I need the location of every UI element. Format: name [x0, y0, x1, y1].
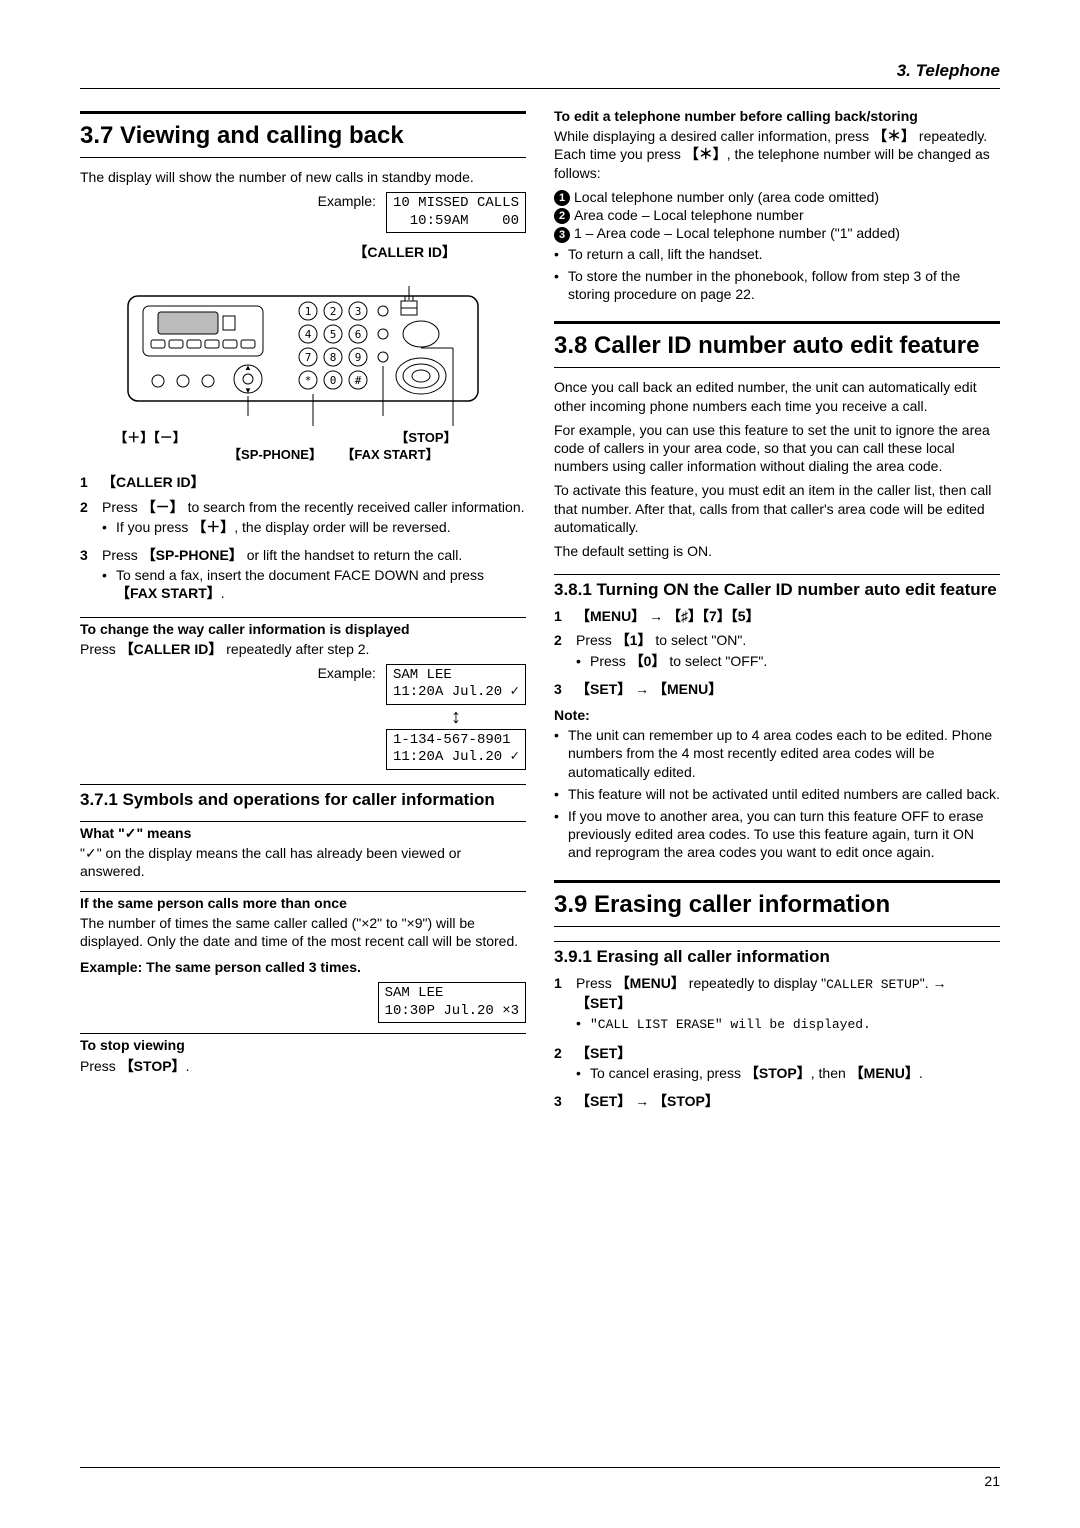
sec381-notes: The unit can remember up to 4 area codes…: [554, 726, 1000, 861]
what-check-heading: What "✓" means: [80, 821, 526, 842]
edit-bullet-2: To store the number in the phonebook, fo…: [554, 267, 1000, 303]
svg-text:8: 8: [330, 351, 337, 364]
rule: [554, 926, 1000, 927]
section-3-8-title: 3.8 Caller ID number auto edit feature: [554, 321, 1000, 361]
section-381-title: 3.8.1 Turning ON the Caller ID number au…: [554, 574, 1000, 601]
lcd-display-2b: 1-134-567-8901 11:20A Jul.20 ✓: [386, 729, 526, 770]
stop-viewing-text: Press 【STOP】.: [80, 1057, 526, 1075]
note-heading: Note:: [554, 706, 1000, 724]
label-faxstart: 【FAX START】: [330, 447, 450, 464]
lcd-display: 10 MISSED CALLS 10:59AM 00: [386, 192, 526, 233]
sec381-step2: 2 Press 【1】 to select "ON". Press 【0】 to…: [554, 631, 1000, 673]
note-1: The unit can remember up to 4 area codes…: [554, 726, 1000, 781]
note-3: If you move to another area, you can tur…: [554, 807, 1000, 862]
lcd-display-3: SAM LEE 10:30P Jul.20 ×3: [378, 982, 526, 1023]
sec391-step3: 3 【SET】 → 【STOP】: [554, 1092, 1000, 1110]
callerid-label: 【CALLER ID】: [353, 244, 456, 260]
sec391-steps: 1 Press 【MENU】 repeatedly to display "CA…: [554, 974, 1000, 1111]
same-caller-text: The number of times the same caller call…: [80, 914, 526, 950]
label-plusminus: 【＋】【－】: [90, 430, 210, 447]
sec38-p2: For example, you can use this feature to…: [554, 421, 1000, 476]
svg-text:7: 7: [305, 351, 312, 364]
edit-bullets: To return a call, lift the handset. To s…: [554, 245, 1000, 304]
content-columns: 3.7 Viewing and calling back The display…: [80, 107, 1000, 1116]
label-stop: 【STOP】: [376, 430, 476, 447]
svg-text:#: #: [355, 374, 362, 387]
svg-text:▼: ▼: [244, 386, 252, 395]
svg-text:1: 1: [305, 305, 312, 318]
change-display-heading: To change the way caller information is …: [80, 617, 526, 638]
step-1: 1 【CALLER ID】: [80, 473, 526, 491]
rule: [80, 157, 526, 158]
example-display-1: Example: 10 MISSED CALLS 10:59AM 00: [80, 192, 526, 233]
same-caller-heading: If the same person calls more than once: [80, 891, 526, 912]
note-2: This feature will not be activated until…: [554, 785, 1000, 803]
rule: [554, 367, 1000, 368]
page-number: 21: [80, 1467, 1000, 1490]
stop-viewing-heading: To stop viewing: [80, 1033, 526, 1054]
left-column: 3.7 Viewing and calling back The display…: [80, 107, 526, 1116]
edit-bullet-1: To return a call, lift the handset.: [554, 245, 1000, 263]
label-spphone: 【SP-PHONE】: [220, 447, 330, 464]
svg-text:0: 0: [330, 374, 337, 387]
section-3-9-title: 3.9 Erasing caller information: [554, 880, 1000, 920]
example-label: Example:: [318, 192, 376, 210]
example2-label: Example:: [318, 664, 376, 682]
phone-diagram: ▲ ▼ 1 2 3 4 5 6 7 8 9 * 0 #: [123, 276, 483, 426]
svg-text:▲: ▲: [244, 363, 252, 372]
example-display-3: SAM LEE 10:30P Jul.20 ×3: [80, 982, 526, 1023]
svg-text:5: 5: [330, 328, 337, 341]
edit-seq-1: 1Local telephone number only (area code …: [554, 188, 1000, 206]
page-header: 3. Telephone: [80, 60, 1000, 89]
sec391-step1: 1 Press 【MENU】 repeatedly to display "CA…: [554, 974, 1000, 1038]
sec381-step1: 1 【MENU】 → 【♯】【7】【5】: [554, 607, 1000, 625]
svg-text:2: 2: [330, 305, 337, 318]
section-391-title: 3.9.1 Erasing all caller information: [554, 941, 1000, 968]
step-3: 3 Press 【SP-PHONE】 or lift the handset t…: [80, 546, 526, 607]
sec381-steps: 1 【MENU】 → 【♯】【7】【5】 2 Press 【1】 to sele…: [554, 607, 1000, 698]
edit-number-text: While displaying a desired caller inform…: [554, 127, 1000, 182]
sec38-p4: The default setting is ON.: [554, 542, 1000, 560]
sec38-p3: To activate this feature, you must edit …: [554, 481, 1000, 536]
step-2: 2 Press 【－】 to search from the recently …: [80, 498, 526, 540]
what-check-text: "✓" on the display means the call has al…: [80, 844, 526, 880]
updown-icon: ↕: [451, 707, 461, 727]
section-3-7-title: 3.7 Viewing and calling back: [80, 111, 526, 151]
change-display-text: Press 【CALLER ID】 repeatedly after step …: [80, 640, 526, 658]
svg-text:3: 3: [355, 305, 362, 318]
example-display-2: Example: SAM LEE 11:20A Jul.20 ✓ ↕ 1-134…: [80, 664, 526, 770]
sec38-p1: Once you call back an edited number, the…: [554, 378, 1000, 414]
edit-seq-2: 2Area code – Local telephone number: [554, 206, 1000, 224]
section-371-title: 3.7.1 Symbols and operations for caller …: [80, 784, 526, 811]
sec37-intro: The display will show the number of new …: [80, 168, 526, 186]
sec381-step3: 3 【SET】 → 【MENU】: [554, 680, 1000, 698]
right-column: To edit a telephone number before callin…: [554, 107, 1000, 1116]
svg-text:6: 6: [355, 328, 362, 341]
page: 3. Telephone 3.7 Viewing and calling bac…: [0, 0, 1080, 1528]
same-caller-example-heading: Example: The same person called 3 times.: [80, 958, 526, 976]
lcd-display-2a: SAM LEE 11:20A Jul.20 ✓: [386, 664, 526, 705]
svg-text:4: 4: [305, 328, 312, 341]
svg-text:*: *: [305, 374, 312, 387]
sec391-step2: 2 【SET】 To cancel erasing, press 【STOP】,…: [554, 1044, 1000, 1086]
sec37-steps: 1 【CALLER ID】 2 Press 【－】 to search from…: [80, 473, 526, 606]
edit-number-heading: To edit a telephone number before callin…: [554, 107, 1000, 125]
svg-text:9: 9: [355, 351, 362, 364]
edit-seq-3: 31 – Area code – Local telephone number …: [554, 224, 1000, 242]
